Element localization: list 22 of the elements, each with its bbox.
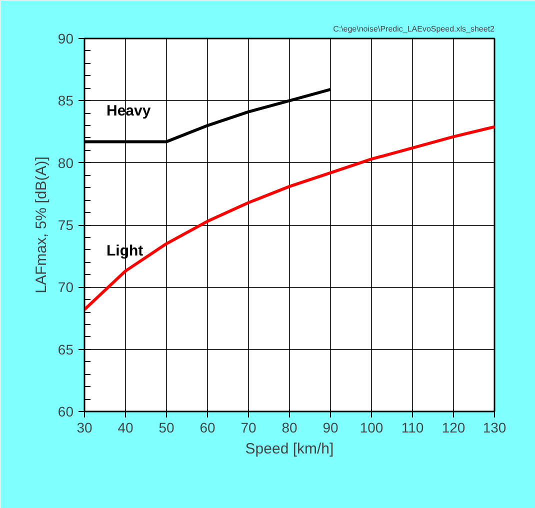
x-tick-label: 130 <box>482 420 506 436</box>
y-tick-label: 85 <box>58 92 74 109</box>
x-tick-label: 80 <box>282 420 298 436</box>
y-tick-label: 75 <box>58 217 74 233</box>
text: C:\ege\noise\Predic_LAEvoSpeed.xls_sheet2 <box>333 24 496 34</box>
x-tick-label: 120 <box>442 420 466 436</box>
y-tick-label: 65 <box>58 341 74 358</box>
x-tick-label: 30 <box>76 420 92 436</box>
y-tick-label: 80 <box>58 154 74 171</box>
x-axis-title: Speed [km/h] <box>245 440 334 458</box>
y-tick-label: 60 <box>58 404 74 420</box>
y-tick-label: 90 <box>58 30 74 46</box>
x-tick-label: 90 <box>322 420 338 436</box>
x-tick-label: 70 <box>240 420 256 436</box>
y-axis-title: LAFmax, 5% [dB(A)] <box>32 156 50 294</box>
x-tick-label: 50 <box>158 420 174 436</box>
x-tick-label: 40 <box>118 420 134 436</box>
y-tick-label: 70 <box>58 279 74 296</box>
x-tick-label: 110 <box>401 420 424 436</box>
x-tick-label: 100 <box>360 420 384 436</box>
x-tick-label: 60 <box>200 420 216 436</box>
line-series <box>84 125 494 312</box>
